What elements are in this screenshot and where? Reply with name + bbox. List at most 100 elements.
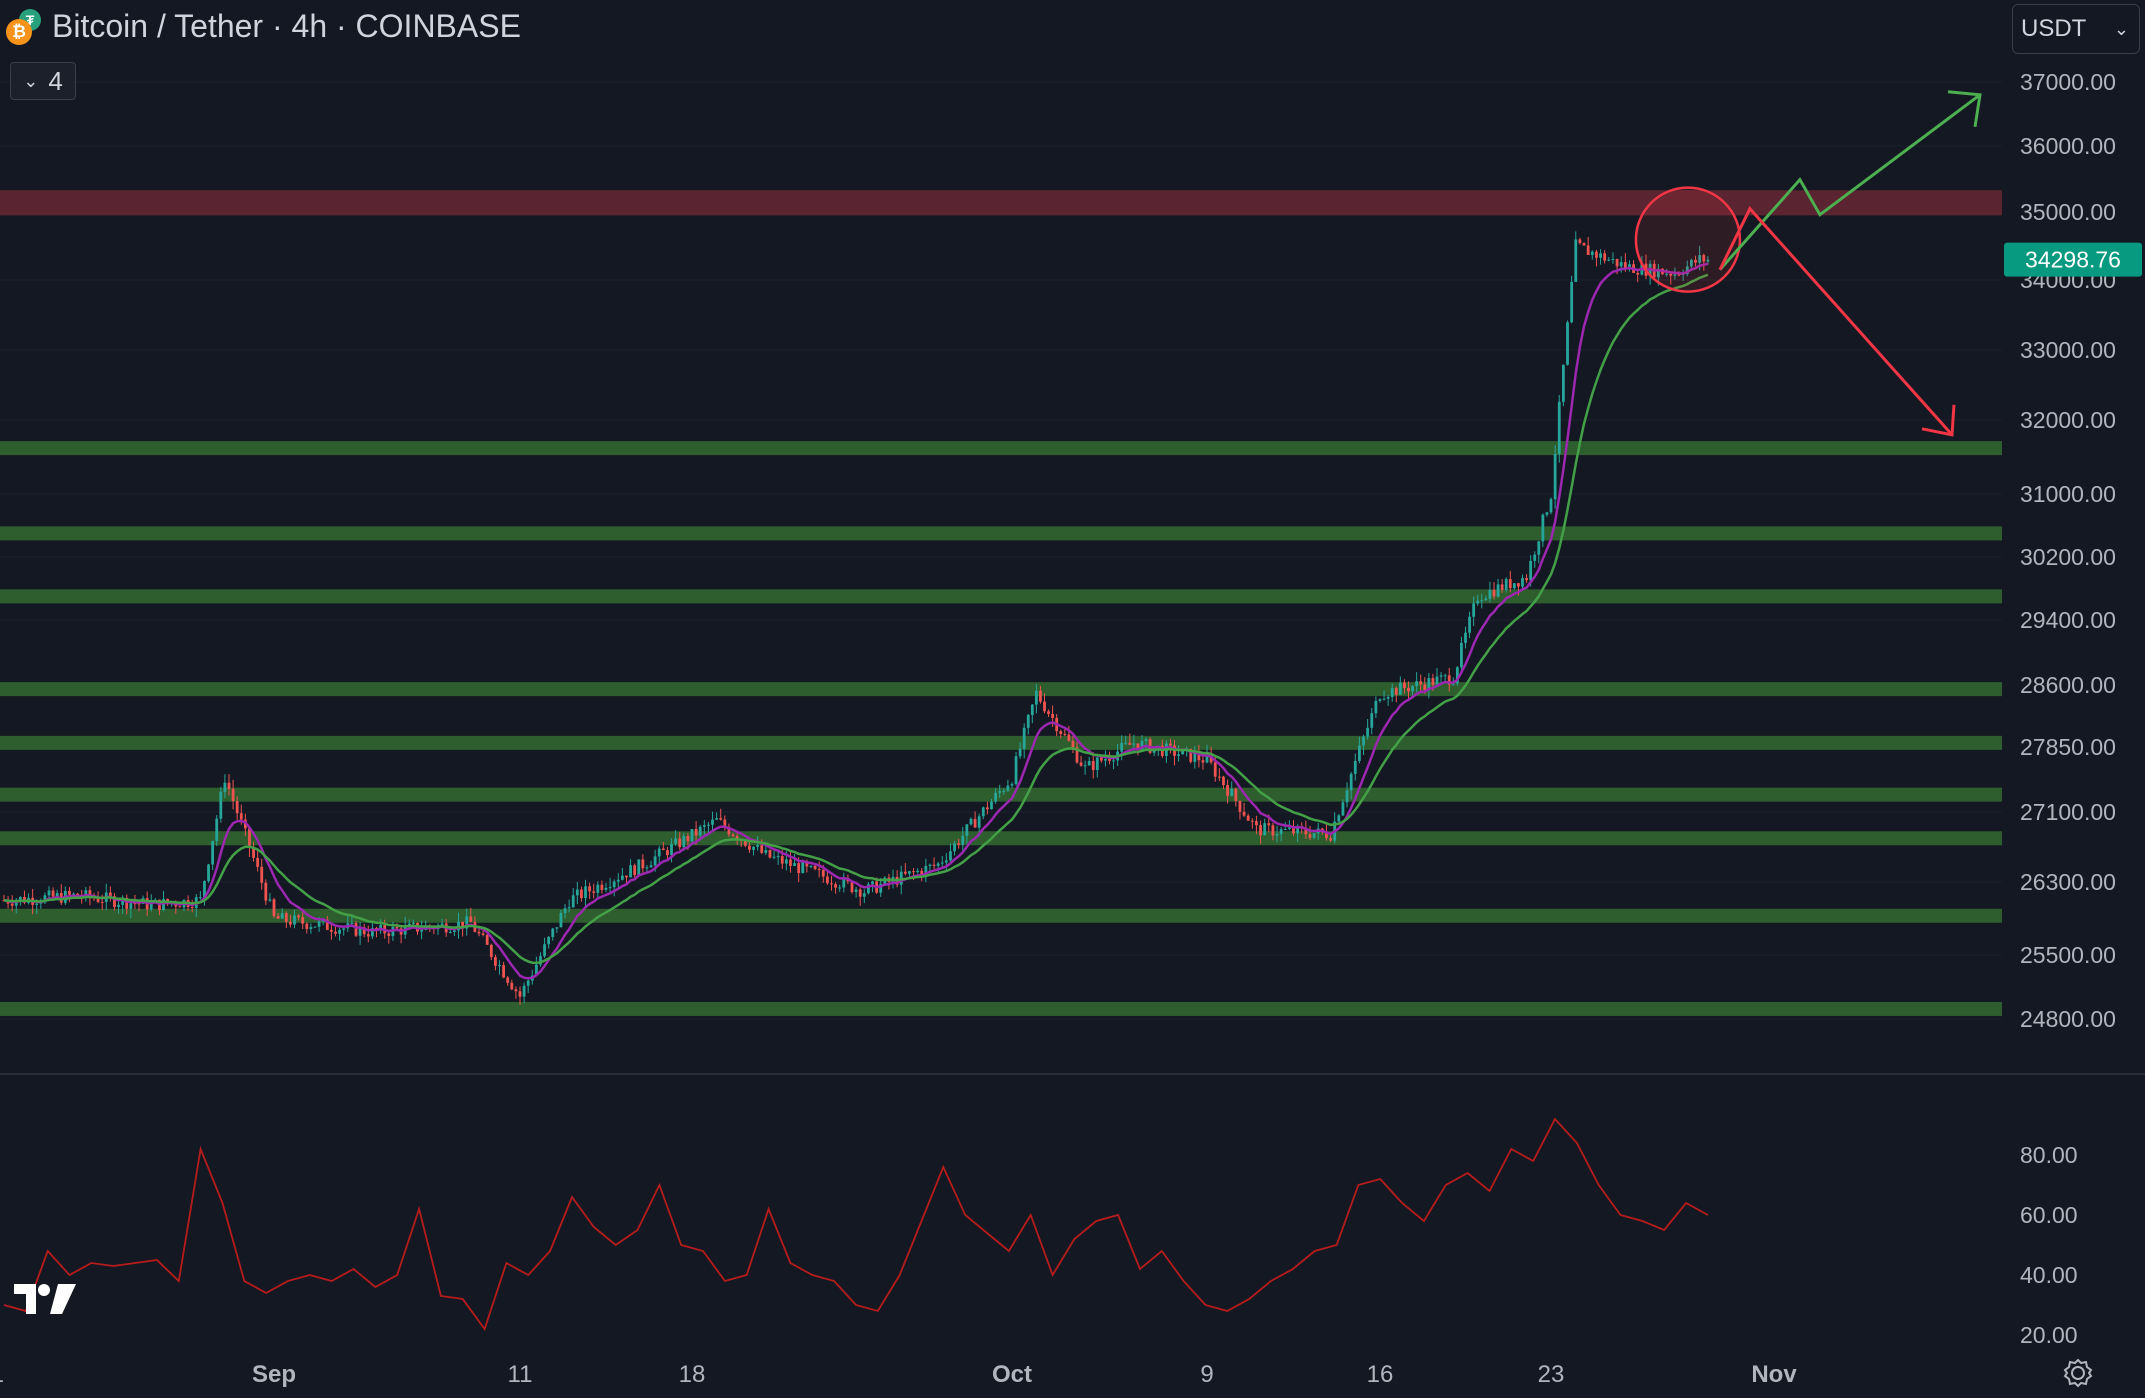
candle: [805, 862, 809, 867]
candle: [1407, 688, 1410, 692]
candle: [637, 859, 641, 876]
candle: [293, 915, 296, 925]
candle: [1034, 690, 1038, 705]
currency-select[interactable]: USDT ⌄: [2012, 4, 2140, 54]
candle: [1669, 273, 1673, 276]
symbol-title[interactable]: Bitcoin / Tether · 4h · COINBASE: [52, 8, 521, 44]
candle: [735, 836, 739, 841]
candle: [268, 899, 272, 901]
time-tick-label: Sep: [252, 1361, 296, 1388]
support-line: [0, 831, 2002, 846]
candle: [121, 897, 125, 905]
candle: [1677, 274, 1681, 276]
candle: [1374, 700, 1378, 714]
candle: [871, 881, 874, 885]
candle: [825, 876, 829, 884]
candle: [1378, 699, 1382, 701]
candle: [539, 956, 542, 965]
candle: [1238, 800, 1242, 812]
time-axis[interactable]: 21 Sep 11 18 Oct 9 16 23 Nov: [0, 1361, 1797, 1388]
candle: [1222, 776, 1225, 786]
candle: [485, 935, 489, 945]
candle: [817, 869, 821, 871]
candle: [1698, 255, 1702, 263]
candle: [789, 859, 792, 866]
rsi-tick-label: 80.00: [2020, 1142, 2078, 1168]
candle: [1561, 364, 1565, 402]
candle: [571, 895, 575, 908]
candle: [96, 898, 100, 902]
candle: [1595, 251, 1598, 258]
candle: [1267, 823, 1271, 826]
candle: [125, 897, 129, 909]
candle: [453, 930, 456, 932]
candle: [1091, 761, 1095, 771]
candle: [940, 862, 944, 864]
price-tick-label: 31000.00: [2020, 481, 2116, 507]
candle: [420, 929, 423, 932]
candle: [1079, 762, 1083, 766]
candle: [1694, 259, 1697, 263]
candle: [1213, 762, 1217, 777]
candle: [965, 824, 969, 836]
candle: [313, 926, 317, 928]
candle: [534, 964, 538, 976]
candle: [752, 846, 755, 850]
candle: [813, 865, 817, 870]
candle: [1570, 281, 1574, 323]
candle: [1271, 825, 1275, 836]
price-axis[interactable]: 37000.0036000.0035000.0034000.0033000.00…: [2020, 69, 2116, 1032]
candle: [612, 881, 616, 888]
candle: [854, 889, 858, 892]
rsi-tick-label: 40.00: [2020, 1262, 2078, 1288]
candle: [1702, 255, 1706, 262]
candle: [203, 881, 206, 898]
candle: [407, 923, 411, 926]
gear-icon[interactable]: [2062, 1357, 2094, 1389]
indicators-toggle-button[interactable]: ⌄ 4: [10, 62, 76, 100]
candle: [657, 848, 661, 857]
candle: [1517, 583, 1520, 587]
candle: [395, 926, 399, 929]
candle: [1255, 821, 1258, 826]
candle: [227, 782, 231, 789]
candle: [35, 903, 39, 905]
candle: [1246, 815, 1250, 821]
candle: [1545, 512, 1549, 515]
candle: [867, 884, 870, 894]
candle: [1353, 760, 1357, 774]
candle: [1690, 259, 1693, 267]
candle: [567, 907, 571, 909]
chevron-down-icon: ⌄: [2113, 18, 2129, 39]
candle: [1140, 740, 1144, 750]
candle: [1537, 541, 1541, 555]
candle: [1673, 274, 1677, 276]
candle: [297, 915, 300, 918]
candle: [387, 933, 391, 936]
currency-value: USDT: [2021, 15, 2087, 42]
projection-up-arrowhead: [1947, 90, 1982, 128]
candle: [834, 884, 837, 888]
candle: [338, 929, 341, 934]
candle: [1460, 642, 1463, 668]
candle: [998, 791, 1002, 793]
candle: [604, 887, 608, 890]
tradingview-logo-icon[interactable]: [14, 1282, 76, 1316]
candle: [1706, 259, 1710, 262]
candle: [239, 813, 243, 820]
candle: [985, 807, 989, 810]
candle: [1590, 251, 1594, 255]
candle: [1108, 758, 1111, 761]
candle: [113, 896, 116, 908]
candle: [1095, 757, 1099, 771]
candle: [1279, 829, 1283, 835]
candle: [858, 889, 862, 897]
candle: [14, 900, 18, 906]
last-price-label: 34298.76: [2025, 247, 2121, 273]
candle: [1099, 757, 1103, 761]
candle: [625, 875, 628, 878]
candle: [1636, 272, 1640, 275]
candle: [1685, 266, 1689, 275]
candle: [555, 927, 559, 929]
